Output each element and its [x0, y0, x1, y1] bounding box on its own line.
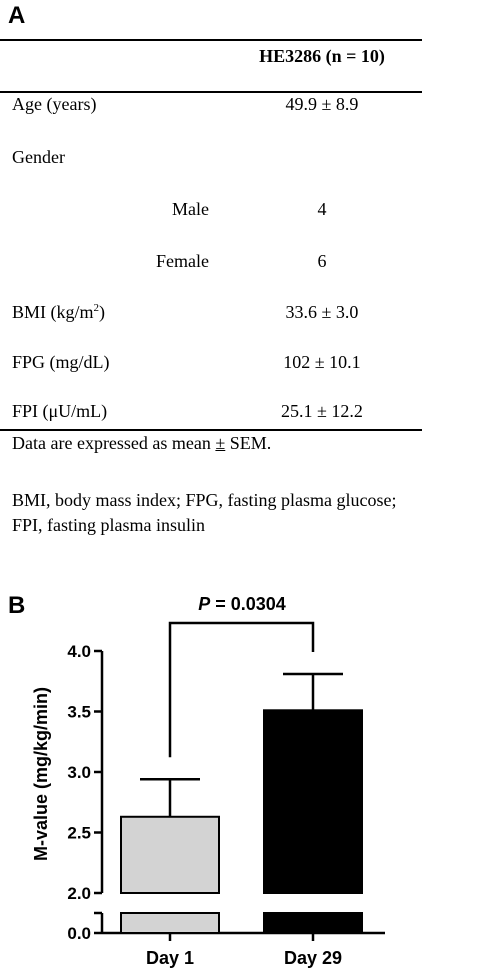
column-header: HE3286 (n = 10): [259, 46, 385, 66]
row-label: Gender: [12, 147, 65, 167]
row-value: 6: [317, 251, 327, 271]
bar-2-upper: [263, 709, 363, 894]
bmi-label-superscript: 2: [93, 302, 100, 314]
x-tick-labels: Day 1 Day 29: [146, 933, 342, 968]
table-row-female: Female 6: [0, 251, 492, 277]
bar-2-lower: [263, 912, 363, 934]
table-row-age: Age (years) 49.9 ± 8.9: [0, 94, 492, 120]
table-bottom-rule: [0, 429, 422, 431]
bracket-line: [168, 621, 315, 758]
y-tick-label: 4.0: [67, 642, 91, 661]
table-row-gender: Gender: [0, 147, 492, 173]
table-row-male: Male 4: [0, 199, 492, 225]
footnote-data-pre: Data are expressed as mean: [12, 433, 216, 453]
x-tick-label: Day 29: [284, 948, 342, 968]
y-tick-label: 0.0: [67, 924, 91, 943]
row-value: 33.6 ± 3.0: [285, 302, 359, 322]
footnote-data: Data are expressed as mean ± SEM.: [12, 433, 271, 454]
p-value-italic: P: [198, 594, 211, 614]
significance-bracket: [168, 621, 315, 758]
y-axis-label: M-value (mg/kg/min): [31, 687, 51, 861]
y-ticks: 0.0 2.0 2.5 3.0 3.5 4.0: [67, 642, 102, 943]
p-value-annotation: P = 0.0304: [198, 594, 286, 614]
table-row-fpi: FPI (μU/mL) 25.1 ± 12.2: [0, 401, 492, 427]
x-tick-label: Day 1: [146, 948, 194, 968]
footnote-data-post: SEM.: [225, 433, 272, 453]
bars: [120, 672, 363, 934]
panel-b-letter: B: [8, 592, 26, 619]
y-tick-label: 3.0: [67, 763, 91, 782]
footnote-abbrev-2: FPI, fasting plasma insulin: [12, 515, 205, 535]
row-value: 4: [317, 199, 327, 219]
row-label: Age (years): [12, 94, 97, 114]
table-row-bmi: BMI (kg/m2) 33.6 ± 3.0: [0, 302, 492, 328]
panel-a-letter: A: [8, 2, 26, 29]
table-header-rule: [0, 91, 422, 93]
bmi-label-tail: ): [99, 302, 106, 322]
row-label: BMI (kg/m2): [12, 302, 105, 323]
row-label: Male: [172, 199, 209, 219]
bar-1-lower: [120, 912, 220, 934]
row-label: FPI (μU/mL): [12, 401, 108, 421]
bmi-label-text: BMI (kg/m: [12, 302, 94, 322]
table-row-fpg: FPG (mg/dL) 102 ± 10.1: [0, 352, 492, 378]
footnote-data-pm: ±: [215, 433, 226, 453]
table-top-rule: [0, 39, 422, 41]
row-value: 49.9 ± 8.9: [285, 94, 359, 114]
p-value-rest: = 0.0304: [210, 594, 286, 614]
row-value: 102 ± 10.1: [283, 352, 361, 372]
row-label: Female: [156, 251, 209, 271]
y-tick-label: 3.5: [67, 703, 91, 722]
y-tick-label: 2.5: [67, 824, 91, 843]
bar-1-upper: [120, 815, 220, 895]
row-label: FPG (mg/dL): [12, 352, 110, 372]
footnote-abbrev-1: BMI, body mass index; FPG, fasting plasm…: [12, 490, 397, 510]
row-value: 25.1 ± 12.2: [281, 401, 363, 421]
y-tick-label: 2.0: [67, 884, 91, 903]
